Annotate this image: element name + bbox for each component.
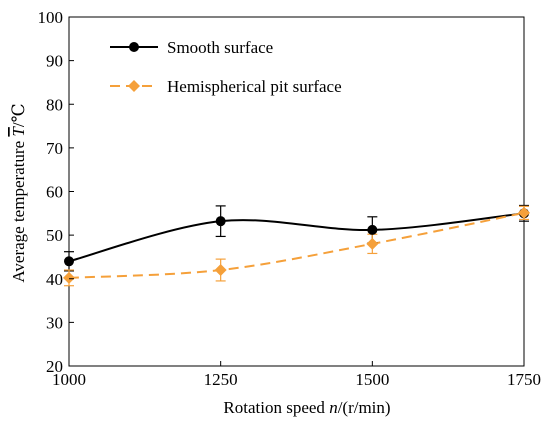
series-line-1	[68, 212, 525, 263]
legend-marker-1	[129, 42, 139, 52]
y-tick-label: 70	[46, 139, 63, 158]
y-axis-ticks: 20 30 40 50 60 70 80 90 100	[38, 8, 74, 376]
legend-label-1: Smooth surface	[167, 38, 273, 57]
data-point	[63, 271, 75, 284]
error-bars	[64, 204, 529, 287]
data-point	[366, 237, 379, 250]
x-tick-label: 1250	[204, 370, 238, 389]
y-tick-label: 50	[46, 226, 63, 245]
y-tick-label: 40	[46, 270, 63, 289]
x-axis-title-variable: n	[329, 398, 338, 417]
data-point	[64, 256, 74, 267]
x-axis-title-unit: /(r/min)	[338, 398, 391, 417]
y-axis-title: Average temperature T/℃	[9, 103, 28, 282]
series-curves	[68, 211, 525, 279]
legend-marker-2	[128, 80, 140, 92]
data-markers	[63, 206, 530, 284]
data-point	[215, 216, 226, 227]
x-axis-title-prefix: Rotation speed	[223, 398, 329, 417]
plot-frame	[68, 16, 525, 367]
y-tick-label: 80	[46, 95, 63, 114]
y-tick-label: 20	[46, 357, 63, 376]
y-tick-label: 60	[46, 183, 63, 202]
legend: Smooth surface Hemispherical pit surface	[110, 38, 342, 96]
y-axis-title-unit: /℃	[9, 103, 28, 127]
y-tick-label: 90	[46, 52, 63, 71]
legend-label-2: Hemispherical pit surface	[167, 77, 342, 96]
y-axis-title-prefix: Average temperature	[9, 137, 28, 283]
y-tick-label: 30	[46, 313, 63, 332]
x-tick-label: 1750	[507, 370, 541, 389]
data-point	[367, 224, 378, 235]
x-axis-ticks: 1000 1250 1500 1750	[52, 361, 541, 389]
data-point	[214, 264, 227, 277]
y-tick-label: 100	[38, 8, 64, 27]
x-tick-label: 1000	[52, 370, 86, 389]
y-axis-title-variable: T	[9, 126, 28, 137]
x-tick-label: 1500	[355, 370, 389, 389]
data-point	[518, 206, 530, 219]
plot-area	[68, 16, 525, 367]
series-line-2	[68, 211, 525, 279]
x-axis-title: Rotation speed n/(r/min)	[223, 398, 390, 417]
